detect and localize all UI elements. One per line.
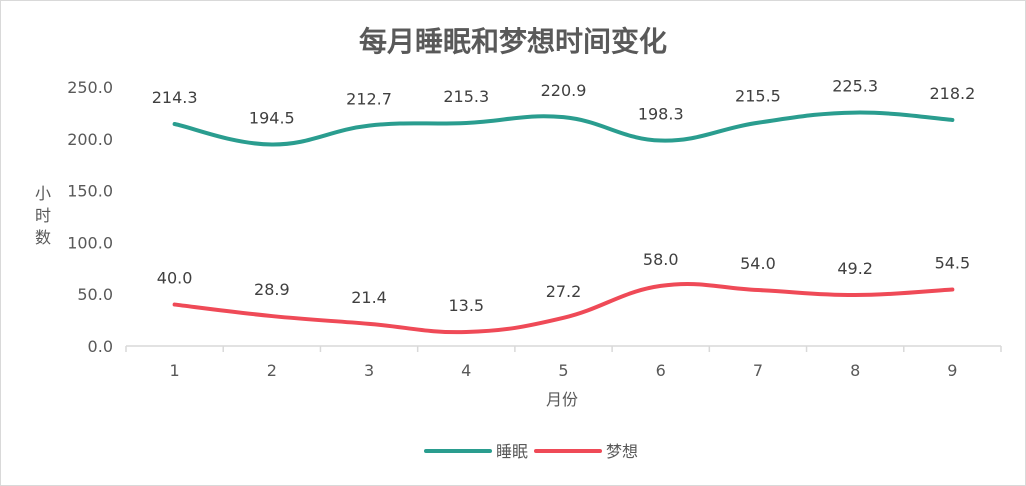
x-tick-label: 8 [850, 361, 860, 380]
y-axis-title-char: 小 [35, 184, 51, 203]
x-tick-label: 2 [267, 361, 277, 380]
x-tick-label: 5 [558, 361, 568, 380]
x-axis: 1 2 3 4 5 6 7 8 9 [125, 345, 1002, 380]
data-label: 27.2 [546, 282, 582, 301]
data-label: 218.2 [929, 84, 975, 103]
data-label: 13.5 [448, 296, 484, 315]
x-tick-label: 6 [656, 361, 666, 380]
y-tick-label: 150.0 [67, 182, 113, 201]
data-label: 58.0 [643, 250, 679, 269]
y-tick-label: 100.0 [67, 233, 113, 252]
x-tick-label: 3 [364, 361, 374, 380]
y-axis-title: 小时数 [35, 184, 51, 247]
y-axis: 0.0 50.0 100.0 150.0 200.0 250.0 [67, 78, 113, 356]
legend-label-2: 梦想 [606, 442, 638, 461]
data-label: 215.3 [443, 87, 489, 106]
series-line-1 [172, 110, 955, 147]
x-tick-label: 7 [753, 361, 763, 380]
x-axis-title: 月份 [546, 390, 578, 409]
legend-label-1: 睡眠 [496, 442, 528, 461]
series-layer [172, 110, 955, 335]
data-label: 54.0 [740, 254, 776, 273]
y-axis-title-char: 时 [35, 206, 51, 225]
series-line-2 [172, 282, 955, 335]
data-label: 212.7 [346, 90, 392, 109]
data-label: 220.9 [541, 81, 587, 100]
y-tick-label: 50.0 [77, 285, 113, 304]
data-label: 54.5 [935, 254, 971, 273]
data-label: 215.5 [735, 87, 781, 106]
data-label: 225.3 [832, 77, 878, 96]
data-label: 194.5 [249, 108, 295, 127]
y-axis-title-char: 数 [35, 228, 51, 247]
legend: 睡眠 梦想 [424, 442, 638, 461]
data-label: 40.0 [157, 269, 193, 288]
y-tick-label: 0.0 [88, 337, 113, 356]
y-tick-label: 200.0 [67, 130, 113, 149]
data-label: 21.4 [351, 288, 387, 307]
chart-title: 每月睡眠和梦想时间变化 [359, 25, 667, 58]
data-label: 49.2 [837, 259, 873, 278]
data-label: 198.3 [638, 105, 684, 124]
data-labels: 214.3 194.5 212.7 215.3 220.9 198.3 215.5 225.3… [152, 77, 976, 315]
data-label: 28.9 [254, 280, 290, 299]
x-tick-label: 9 [947, 361, 957, 380]
data-label: 214.3 [152, 88, 198, 107]
x-tick-label: 4 [461, 361, 471, 380]
y-tick-label: 250.0 [67, 78, 113, 97]
x-tick-label: 1 [170, 361, 180, 380]
